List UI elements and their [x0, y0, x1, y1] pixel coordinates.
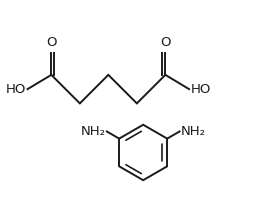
Text: O: O — [160, 36, 171, 49]
Text: O: O — [46, 36, 57, 49]
Text: HO: HO — [191, 83, 211, 96]
Text: NH₂: NH₂ — [181, 125, 206, 138]
Text: NH₂: NH₂ — [80, 125, 105, 138]
Text: HO: HO — [6, 83, 26, 96]
